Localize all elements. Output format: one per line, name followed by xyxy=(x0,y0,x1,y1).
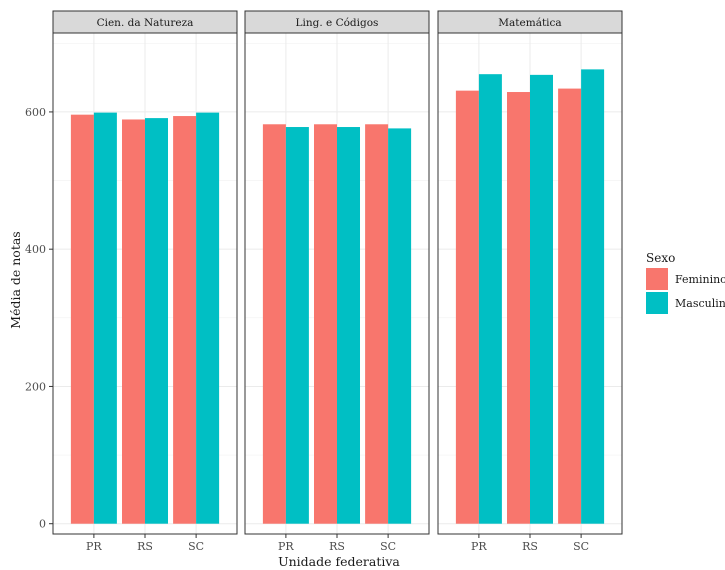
panel-border xyxy=(52,32,238,535)
x-tick-label: SC xyxy=(573,540,589,553)
bar-feminino-rs xyxy=(122,119,145,524)
bar-feminino-pr xyxy=(70,114,94,524)
legend-key-feminino xyxy=(646,268,668,290)
y-axis: 0 200 400 600 xyxy=(25,106,53,531)
bar-masculino-rs xyxy=(145,118,168,524)
x-tick-label: RS xyxy=(137,540,153,553)
bar-masculino-rs xyxy=(530,74,553,524)
x-tick-label: RS xyxy=(522,540,538,553)
legend-title: Sexo xyxy=(646,251,675,265)
bar-feminino-rs xyxy=(314,124,337,524)
bar-feminino-sc xyxy=(558,88,582,524)
y-tick-label: 200 xyxy=(25,380,46,393)
bar-masculino-sc xyxy=(581,69,605,524)
facet-title: Ling. e Códigos xyxy=(296,17,379,29)
bar-masculino-pr xyxy=(478,74,502,524)
chart-panels: Cien. da Natureza PR RS SC Ling. e Códigos PR… xyxy=(52,10,623,553)
panel-1: Cien. da Natureza PR RS SC xyxy=(52,10,238,553)
bar-masculino-pr xyxy=(285,127,309,524)
x-tick-label: SC xyxy=(380,540,396,553)
bar-masculino-pr xyxy=(93,112,117,524)
panel-border xyxy=(244,32,430,535)
panel-border xyxy=(437,32,623,535)
y-tick-label: 0 xyxy=(39,518,46,531)
legend-label: Feminino xyxy=(675,273,725,286)
y-tick-label: 600 xyxy=(25,106,46,119)
legend-items: Feminino Masculino xyxy=(646,268,725,314)
bar-feminino-sc xyxy=(173,116,197,524)
legend-key-masculino xyxy=(646,292,668,314)
facet-title: Cien. da Natureza xyxy=(97,17,194,29)
bar-feminino-sc xyxy=(365,124,389,524)
panel-2: Ling. e Códigos PR RS SC xyxy=(244,10,430,553)
y-tick-label: 400 xyxy=(25,243,46,256)
x-axis-label: Unidade federativa xyxy=(278,554,400,569)
bar-feminino-pr xyxy=(262,124,286,524)
legend-label: Masculino xyxy=(675,297,725,310)
facet-title: Matemática xyxy=(498,17,561,29)
bar-feminino-pr xyxy=(455,90,479,524)
bar-masculino-sc xyxy=(388,128,412,524)
x-tick-label: PR xyxy=(471,540,487,553)
bar-feminino-rs xyxy=(507,92,530,524)
x-tick-label: RS xyxy=(329,540,345,553)
bar-masculino-sc xyxy=(196,112,220,524)
y-axis-label: Média de notas xyxy=(8,231,23,328)
bar-masculino-rs xyxy=(337,127,360,524)
x-tick-label: SC xyxy=(188,540,204,553)
legend: Sexo Feminino Masculino xyxy=(646,251,725,314)
panel-3: Matemática PR RS SC xyxy=(437,10,623,553)
x-tick-label: PR xyxy=(86,540,102,553)
x-tick-label: PR xyxy=(278,540,294,553)
